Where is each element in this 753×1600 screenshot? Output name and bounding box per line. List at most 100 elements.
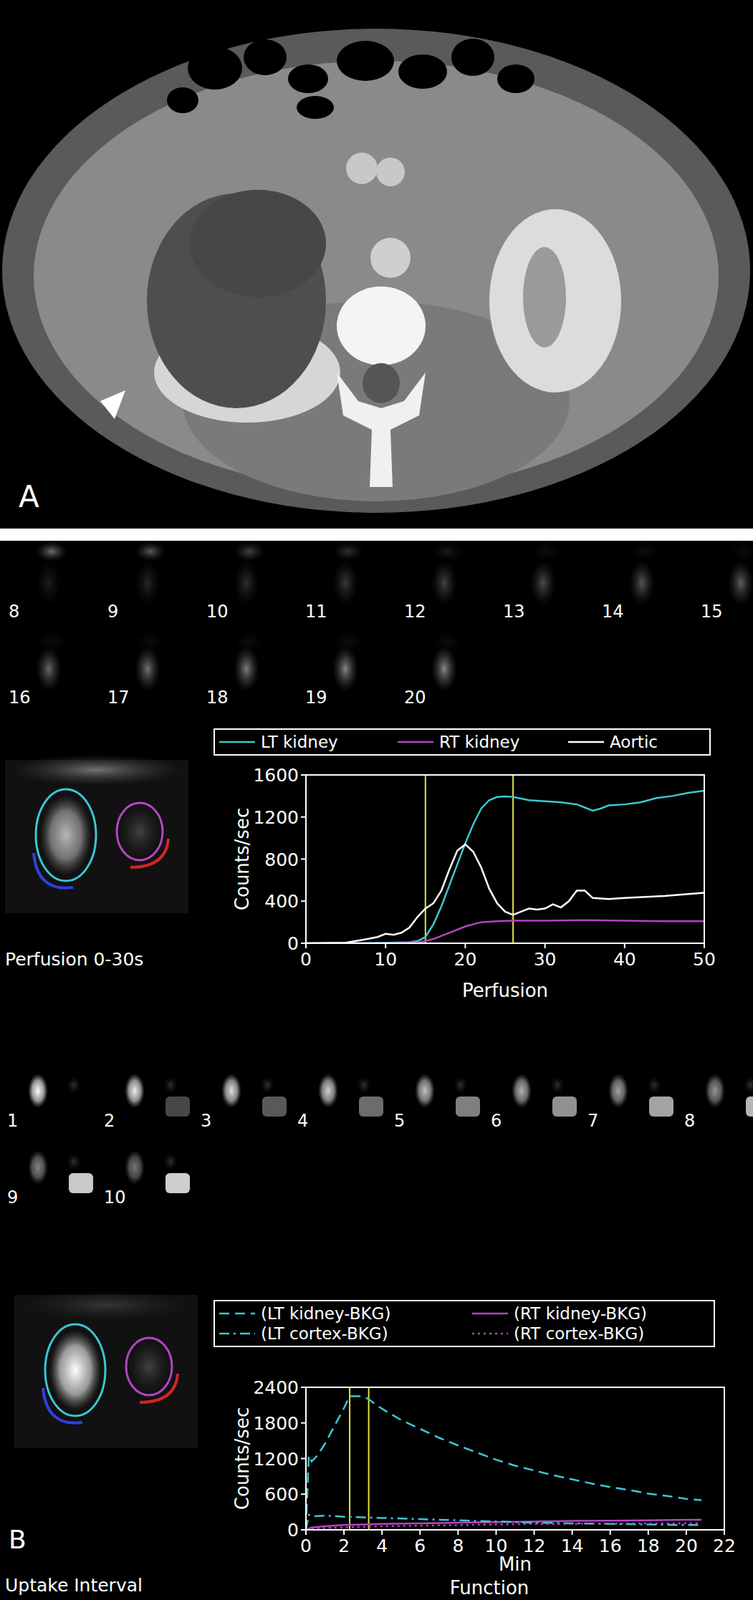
legend-swatch xyxy=(472,1313,508,1316)
y-tick-label: 0 xyxy=(287,1520,299,1542)
plot-data xyxy=(305,775,705,944)
y-tick xyxy=(300,1387,306,1389)
legend-swatch xyxy=(219,741,256,744)
perfusion-frame: 9 xyxy=(107,541,167,622)
frame-kidney xyxy=(124,1150,145,1186)
caption: Uptake Interval xyxy=(5,1575,143,1597)
plot-frame xyxy=(305,1387,725,1531)
x-tick-label: 0 xyxy=(300,1536,312,1557)
frame-kidney xyxy=(453,1076,468,1095)
frame-activity xyxy=(233,541,266,562)
frame-kidney xyxy=(727,560,753,607)
ct-pelvis xyxy=(189,189,326,298)
roi-outline xyxy=(126,1338,172,1396)
frame-kidney xyxy=(332,560,359,607)
frame-kidney xyxy=(66,1076,81,1095)
y-tick xyxy=(300,1529,306,1532)
frame-kidney xyxy=(646,1076,662,1095)
x-tick xyxy=(647,1530,650,1536)
ct-gas xyxy=(398,54,448,89)
frame-label: 1 xyxy=(7,1111,18,1132)
frame-label: 14 xyxy=(601,601,625,622)
ct-background xyxy=(0,0,753,529)
plot-frame xyxy=(305,775,705,944)
frame-label: 13 xyxy=(502,601,526,622)
frame-label: 8 xyxy=(684,1111,695,1132)
frame-kidney xyxy=(221,1073,242,1109)
x-tick xyxy=(457,1530,459,1536)
x-tick xyxy=(624,943,626,949)
x-tick-label: 6 xyxy=(414,1536,426,1557)
y-tick xyxy=(300,774,306,776)
frame-kidney xyxy=(414,1073,435,1109)
y-tick-label: 800 xyxy=(264,849,299,871)
frame-kidney xyxy=(704,1073,726,1109)
frame-bladder xyxy=(68,1173,94,1194)
x-axis-label: Min xyxy=(498,1554,532,1576)
frame-activity xyxy=(530,541,562,562)
function-frame: 9 xyxy=(7,1150,94,1208)
series-line xyxy=(305,844,705,944)
ct-gas xyxy=(451,38,495,76)
y-tick-label: 2400 xyxy=(252,1377,299,1399)
frame-label: 19 xyxy=(305,687,328,708)
function-frame: 8 xyxy=(684,1073,753,1132)
perfusion-frame: 13 xyxy=(502,541,562,622)
series-line xyxy=(305,1396,702,1531)
frame-kidney xyxy=(260,1076,275,1095)
frame-kidney xyxy=(356,1076,372,1095)
perfusion-frame: 14 xyxy=(601,541,661,622)
frame-kidney xyxy=(134,646,161,693)
frame-activity xyxy=(431,541,463,562)
frame-kidney xyxy=(27,1150,49,1186)
frame-label: 12 xyxy=(404,601,427,622)
frame-bladder xyxy=(745,1096,753,1117)
x-axis-label: Perfusion xyxy=(462,980,549,1002)
legend-swatch xyxy=(219,1313,256,1316)
x-tick xyxy=(571,1530,574,1536)
ct-gas xyxy=(288,64,329,94)
frame-label: 6 xyxy=(490,1111,502,1132)
x-tick-label: 20 xyxy=(453,949,477,971)
roi-kidney xyxy=(118,804,162,860)
legend: LT kidneyRT kidneyAortic xyxy=(214,729,711,756)
frame-bladder xyxy=(649,1096,674,1117)
x-tick xyxy=(305,1530,307,1536)
frame-bladder xyxy=(262,1096,287,1117)
frame-kidney xyxy=(550,1076,565,1095)
roi-background xyxy=(130,838,169,868)
frame-label: 4 xyxy=(297,1111,309,1132)
function-frame: 2 xyxy=(103,1073,190,1132)
x-tick-label: 20 xyxy=(674,1536,698,1557)
y-axis-label: Counts/sec xyxy=(231,1407,253,1511)
y-tick-label: 0 xyxy=(287,933,299,955)
function-frame: 7 xyxy=(587,1073,674,1132)
roi-image xyxy=(5,754,189,914)
y-tick-label: 400 xyxy=(264,891,299,913)
frame-kidney xyxy=(163,1153,178,1171)
figure: A89101112131415161718192012345678910Perf… xyxy=(0,0,753,1600)
frame-label: 8 xyxy=(8,601,20,622)
x-tick xyxy=(723,1530,726,1536)
y-tick xyxy=(300,900,306,903)
frame-label: 16 xyxy=(8,687,31,708)
x-tick xyxy=(419,1530,421,1536)
frame-label: 17 xyxy=(107,687,130,708)
x-tick-label: 50 xyxy=(692,949,716,971)
ct-gas xyxy=(296,96,334,119)
ct-posterior-spine xyxy=(336,372,426,488)
frame-label: 20 xyxy=(404,687,427,708)
x-tick-label: 8 xyxy=(452,1536,464,1557)
interval-marker xyxy=(424,775,427,944)
roi-activity xyxy=(20,1289,193,1322)
frame-kidney xyxy=(134,560,161,607)
ct-vertebra xyxy=(336,286,426,366)
frame-kidney xyxy=(124,1073,145,1109)
frame-kidney xyxy=(163,1076,178,1095)
ct-vessel xyxy=(376,157,405,187)
ct-fat xyxy=(2,28,751,513)
series-line xyxy=(305,790,705,944)
chart: 04008001200160001020304050Counts/secPerf… xyxy=(214,729,716,1002)
function-frame: 6 xyxy=(490,1073,577,1132)
y-tick-label: 1800 xyxy=(252,1413,299,1435)
